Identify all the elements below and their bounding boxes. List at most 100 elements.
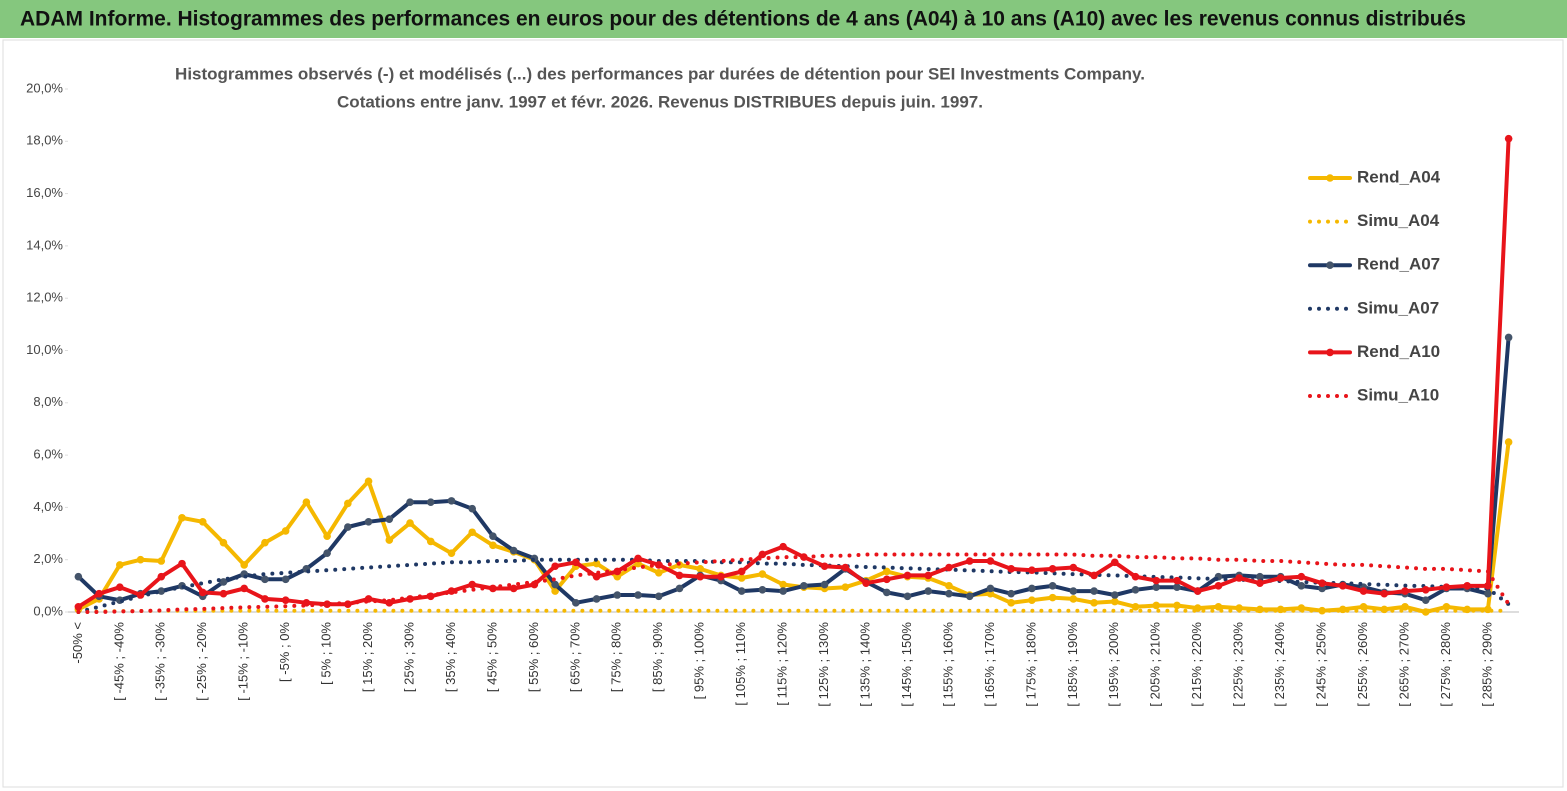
series-line — [76, 136, 1511, 609]
data-point — [1235, 574, 1243, 582]
data-point — [1007, 599, 1015, 607]
y-tick-label: 0,0% — [33, 603, 63, 618]
data-point — [779, 542, 787, 551]
data-point — [1007, 565, 1015, 573]
legend-marker — [1326, 261, 1334, 270]
data-point — [468, 504, 477, 513]
data-point — [1048, 565, 1057, 573]
data-point — [613, 572, 622, 581]
x-tick-label: [ 205% ; 210% — [1148, 622, 1163, 707]
data-point — [945, 589, 953, 598]
data-point — [779, 587, 787, 595]
data-point — [240, 561, 248, 569]
data-point — [74, 602, 83, 611]
data-point — [758, 550, 767, 559]
data-point — [468, 580, 477, 589]
series-line — [76, 440, 1511, 614]
data-point — [634, 554, 642, 563]
x-tick-label: [ 125% ; 130% — [816, 622, 831, 707]
data-point — [1090, 599, 1098, 607]
data-point — [198, 517, 207, 526]
legend-label: Rend_A10 — [1357, 342, 1440, 361]
data-point — [1028, 566, 1036, 574]
legend-marker — [1326, 174, 1334, 182]
data-point — [1214, 582, 1223, 590]
data-point — [136, 591, 145, 599]
x-tick-label: [ 45% ; 50% — [484, 622, 499, 693]
legend-label: Rend_A04 — [1357, 167, 1441, 186]
data-point — [1090, 587, 1098, 595]
data-point — [820, 562, 829, 571]
x-tick-label: [ 275% ; 280% — [1438, 622, 1453, 707]
data-point — [1297, 582, 1306, 590]
data-point — [136, 555, 145, 564]
data-point — [406, 519, 414, 527]
x-tick-label: [ 225% ; 230% — [1231, 622, 1246, 707]
x-tick-label: [ 195% ; 200% — [1106, 622, 1121, 707]
data-point — [924, 587, 933, 595]
data-point — [903, 592, 912, 601]
data-point — [986, 589, 995, 598]
x-tick-label: [ 245% ; 250% — [1314, 622, 1329, 707]
x-tick-label: [ 65% ; 70% — [567, 622, 582, 693]
data-point — [1504, 333, 1513, 342]
x-tick-label: [ -35% ; -30% — [153, 622, 168, 701]
data-point — [1504, 438, 1513, 446]
data-point — [675, 584, 684, 593]
data-point — [385, 515, 394, 523]
data-point — [261, 538, 269, 547]
data-point — [551, 580, 559, 589]
data-point — [1380, 589, 1389, 598]
data-point — [1421, 585, 1430, 594]
data-point — [323, 600, 331, 608]
data-point — [364, 517, 373, 526]
series-line — [76, 335, 1511, 605]
chart-title: Histogrammes observés (-) et modélisés (… — [175, 64, 1145, 83]
data-point — [447, 549, 456, 557]
x-tick-label: [ 185% ; 190% — [1065, 622, 1080, 707]
data-point — [116, 583, 124, 591]
data-point — [717, 572, 725, 581]
data-point — [820, 580, 829, 589]
data-point — [1152, 583, 1161, 591]
data-point — [323, 532, 331, 540]
banner-title: ADAM Informe. Histogrammes des performan… — [20, 8, 1466, 31]
data-point — [1256, 579, 1264, 588]
data-point — [489, 532, 497, 540]
data-point — [323, 549, 331, 557]
data-point — [924, 571, 933, 580]
x-tick-label: [ 215% ; 220% — [1189, 622, 1204, 707]
data-point — [551, 587, 559, 595]
data-point — [261, 575, 269, 584]
data-point — [1339, 605, 1347, 614]
data-point — [489, 541, 497, 550]
data-point — [1276, 574, 1285, 582]
y-tick-label: 18,0% — [26, 133, 63, 148]
data-point — [1318, 579, 1326, 588]
data-point — [882, 588, 891, 597]
data-point — [1339, 582, 1347, 590]
data-point — [1131, 585, 1140, 594]
data-point — [426, 498, 435, 506]
chart-subtitle: Cotations entre janv. 1997 et févr. 2026… — [337, 92, 983, 111]
data-point — [447, 497, 456, 505]
data-point — [737, 587, 746, 595]
data-point — [634, 591, 642, 599]
data-point — [1069, 563, 1078, 572]
data-point — [1173, 601, 1181, 610]
y-tick-label: 8,0% — [33, 394, 63, 409]
data-point — [198, 588, 207, 597]
x-tick-label: [ 285% ; 290% — [1479, 622, 1494, 707]
data-point — [509, 546, 518, 555]
data-point — [157, 587, 166, 595]
x-tick-label: [ 105% ; 110% — [733, 622, 748, 706]
data-point — [758, 570, 767, 578]
y-tick-label: 20,0% — [26, 80, 63, 95]
data-point — [1484, 589, 1492, 598]
data-point — [344, 523, 352, 531]
data-point — [1110, 558, 1119, 567]
data-point — [281, 596, 290, 605]
data-point — [1007, 589, 1015, 598]
data-point — [364, 477, 373, 486]
data-point — [1173, 583, 1181, 591]
